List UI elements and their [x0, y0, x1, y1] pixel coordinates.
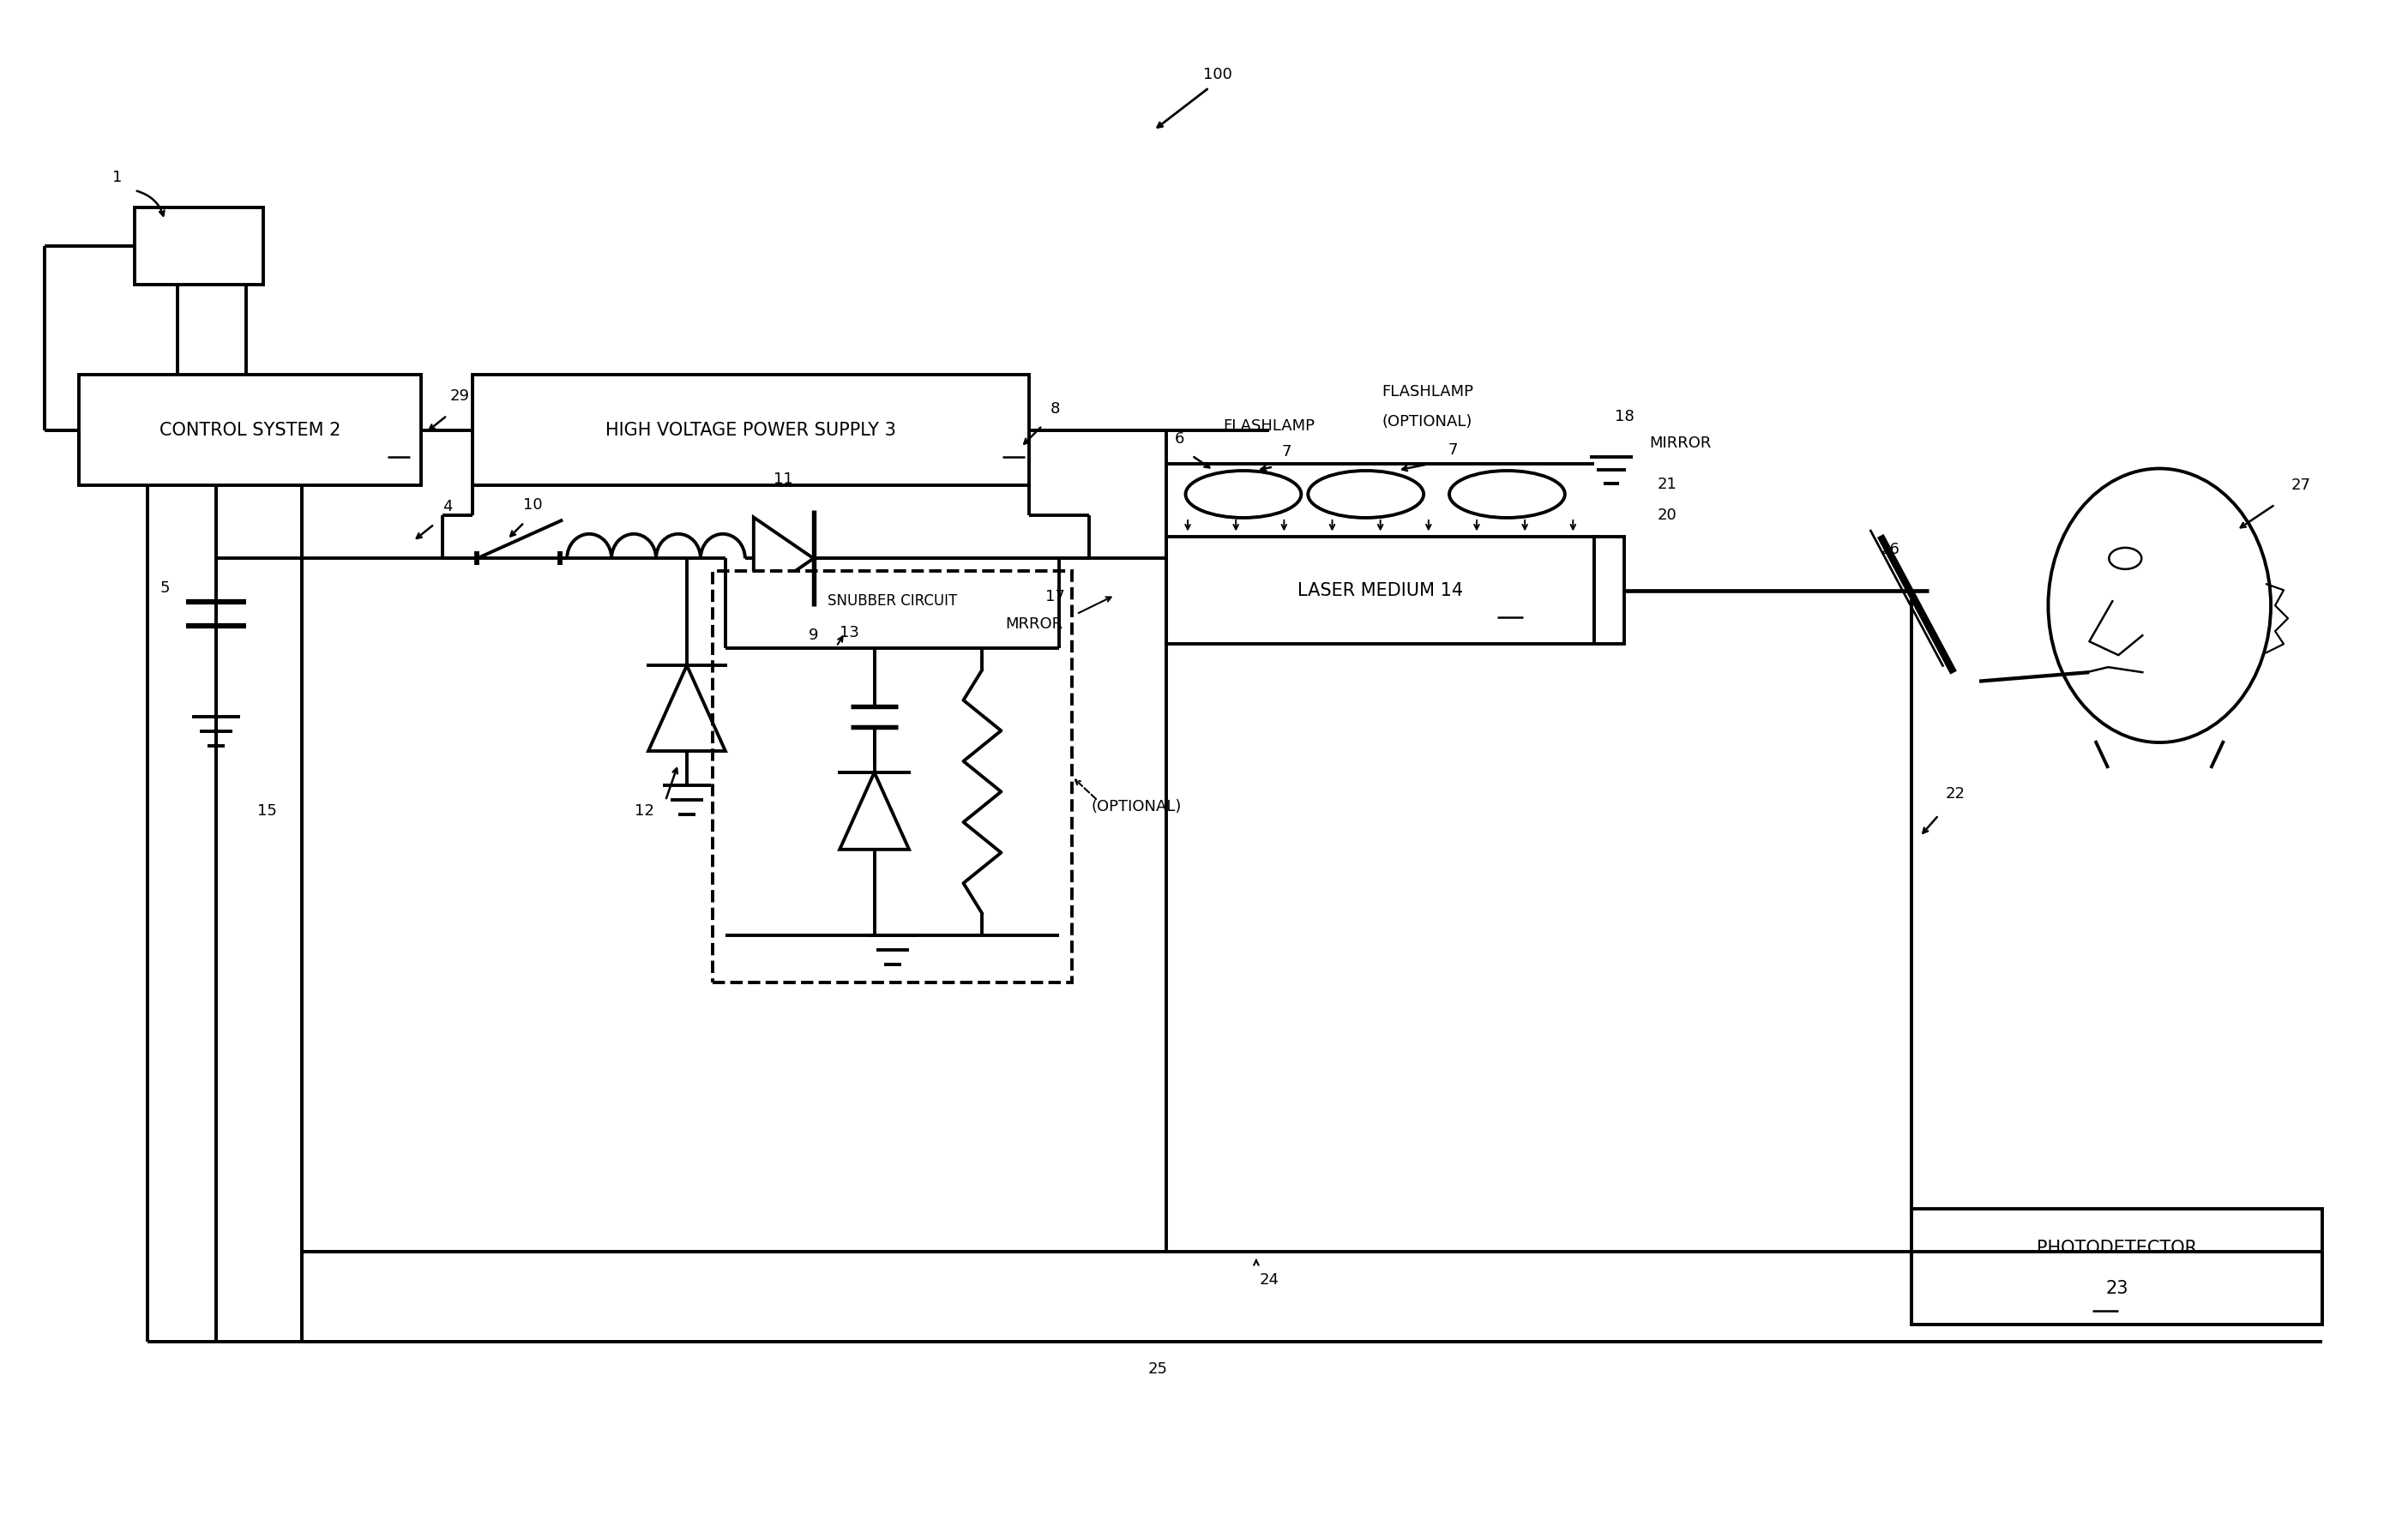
Text: 15: 15 — [258, 804, 277, 819]
Text: 5: 5 — [159, 581, 169, 597]
Text: 18: 18 — [1616, 409, 1635, 424]
Bar — [472, 374, 1028, 486]
Text: 21: 21 — [1657, 477, 1676, 492]
Text: 29: 29 — [450, 388, 470, 404]
Text: (OPTIONAL): (OPTIONAL) — [1091, 799, 1182, 815]
Text: MIRROR: MIRROR — [1649, 435, 1712, 451]
Text: MRROR: MRROR — [1004, 616, 1062, 631]
Bar — [135, 207, 262, 285]
Text: HIGH VOLTAGE POWER SUPPLY 3: HIGH VOLTAGE POWER SUPPLY 3 — [607, 421, 896, 439]
Text: 25: 25 — [1149, 1361, 1168, 1376]
Text: 10: 10 — [523, 498, 542, 513]
Text: SNUBBER CIRCUIT: SNUBBER CIRCUIT — [828, 593, 958, 609]
Text: CONTROL SYSTEM 2: CONTROL SYSTEM 2 — [159, 421, 342, 439]
Text: 26: 26 — [1881, 542, 1900, 557]
Text: 100: 100 — [1204, 67, 1233, 83]
Text: 1: 1 — [113, 170, 123, 185]
Text: FLASHLAMP: FLASHLAMP — [1382, 383, 1474, 400]
Text: (OPTIONAL): (OPTIONAL) — [1382, 413, 1474, 428]
Text: 11: 11 — [773, 471, 792, 486]
Text: 8: 8 — [1050, 401, 1060, 416]
Text: 13: 13 — [840, 625, 860, 640]
Text: 4: 4 — [443, 500, 453, 515]
Text: 6: 6 — [1175, 431, 1185, 447]
Text: 17: 17 — [1045, 589, 1064, 604]
Bar — [1594, 537, 1625, 643]
Text: 27: 27 — [2290, 478, 2312, 494]
Text: FLASHLAMP: FLASHLAMP — [1223, 418, 1315, 433]
Text: 22: 22 — [1946, 786, 1965, 801]
Bar — [1165, 537, 1594, 643]
Text: LASER MEDIUM 14: LASER MEDIUM 14 — [1298, 581, 1464, 600]
Text: 20: 20 — [1657, 507, 1676, 524]
Text: 7: 7 — [1281, 444, 1291, 459]
Text: 24: 24 — [1259, 1272, 1279, 1288]
Text: 7: 7 — [1447, 442, 1459, 457]
Text: 12: 12 — [633, 804, 655, 819]
Bar — [79, 374, 421, 486]
Text: 23: 23 — [2105, 1279, 2129, 1296]
Text: PHOTODETECTOR: PHOTODETECTOR — [2037, 1240, 2196, 1257]
Bar — [713, 571, 1072, 983]
Text: 9: 9 — [809, 628, 819, 643]
Bar — [1912, 1210, 2321, 1325]
